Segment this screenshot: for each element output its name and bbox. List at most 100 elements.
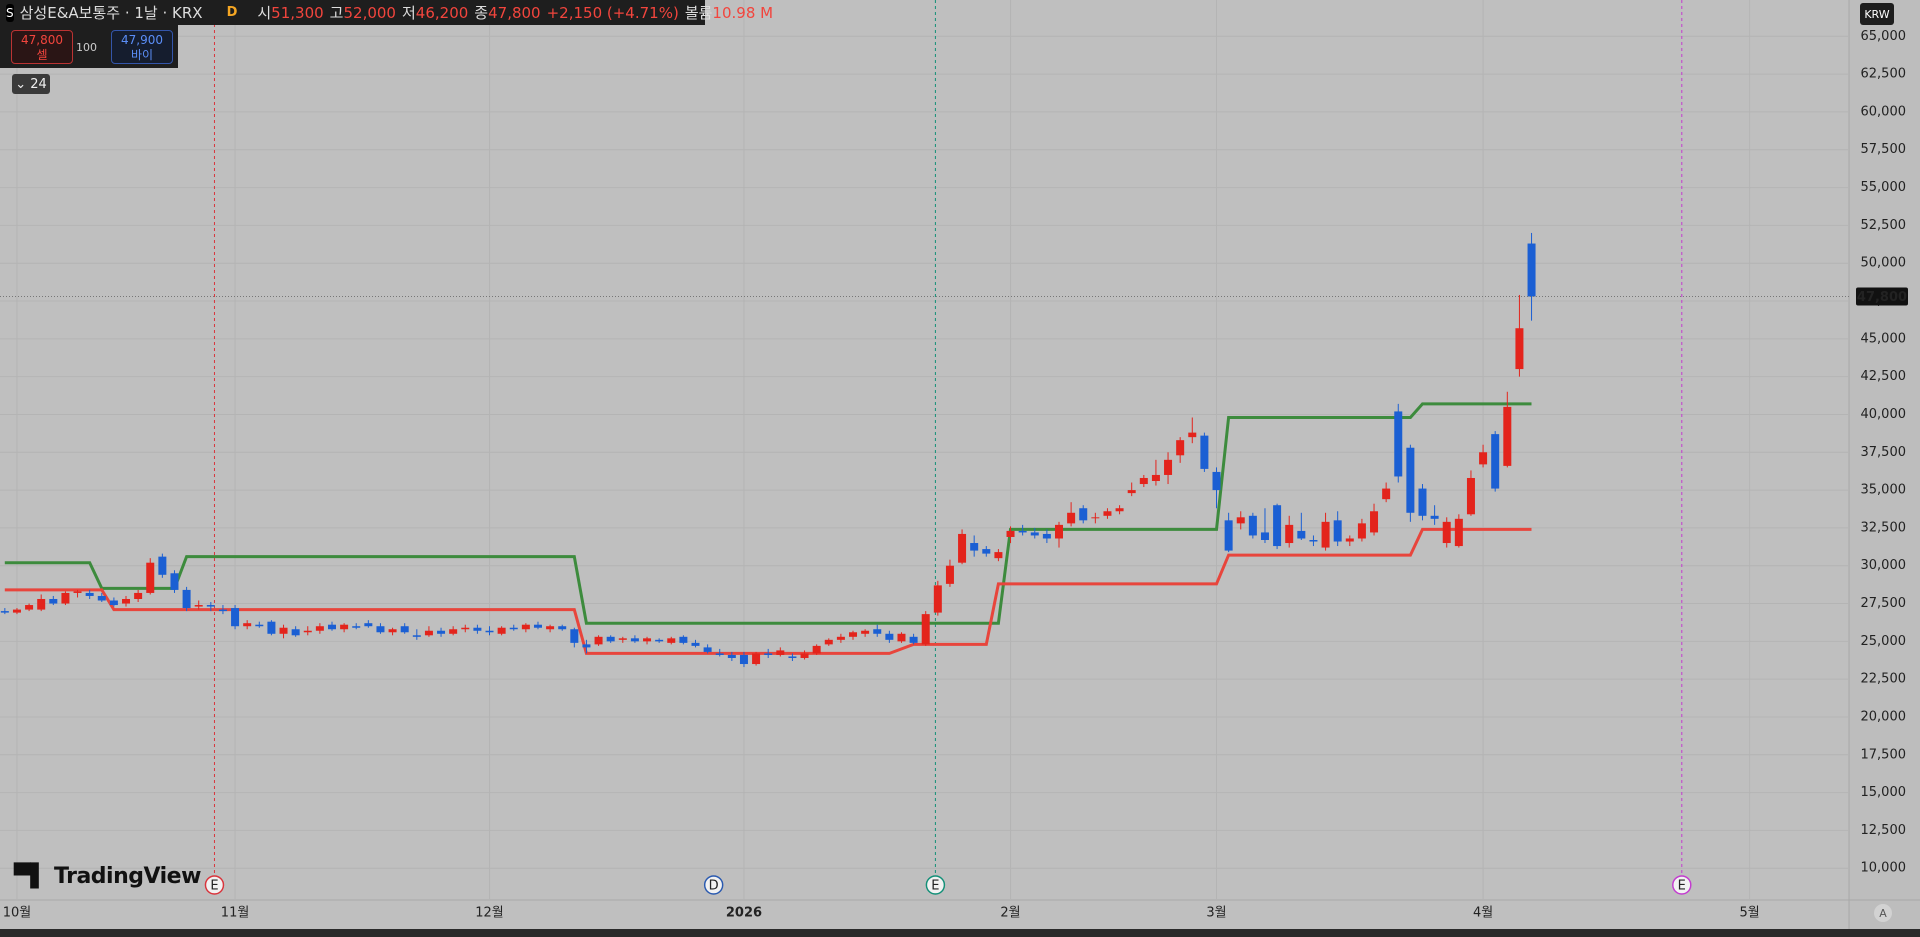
symbol-name[interactable]: 삼성E&A보통주 · 1날 · KRX (19, 4, 203, 22)
sell-button[interactable]: 47,800 셀 (11, 30, 73, 64)
candle-body (1285, 524, 1294, 544)
candle-body (533, 624, 542, 628)
candle-body (497, 627, 506, 634)
candle-body (194, 605, 203, 607)
candle-body (655, 639, 664, 642)
x-tick-label: 3월 (1206, 906, 1226, 921)
candle-body (1188, 432, 1197, 438)
quantity[interactable]: 100 (76, 41, 97, 54)
ohlc-label: 시 (257, 4, 272, 22)
y-tick-label: 17,500 (1861, 747, 1907, 762)
candle-body (800, 653, 809, 658)
candle-body (61, 592, 70, 604)
sell-label: 셀 (36, 48, 48, 62)
y-tick-label: 32,500 (1861, 520, 1907, 535)
price-change: +2,150 (+4.71%) (546, 3, 679, 22)
candle-body (630, 638, 639, 642)
candle-body (424, 630, 433, 636)
candle-body (0, 611, 9, 613)
event-label: D (709, 879, 719, 894)
candle-body (255, 624, 264, 627)
candle-body (1091, 517, 1100, 519)
candle-body (1309, 540, 1318, 542)
candle-body (667, 638, 676, 643)
y-tick-label: 10,000 (1861, 861, 1907, 876)
candle-body (1151, 474, 1160, 482)
buy-button[interactable]: 47,900 바이 (111, 30, 173, 64)
candle-body (158, 556, 167, 575)
candle-body (582, 644, 591, 648)
x-tick-label: 2026 (726, 906, 762, 921)
candle-body (885, 633, 894, 640)
ohlc-value: 47,800 (488, 4, 541, 22)
candle-body (73, 591, 82, 593)
x-tick-label: 10월 (3, 906, 32, 921)
candle-body (836, 636, 845, 640)
candle-body (812, 645, 821, 654)
candle-body (1006, 530, 1015, 537)
symbol-header: S 삼성E&A보통주 · 1날 · KRX D 시51,300 고52,000 … (0, 0, 773, 25)
candle-body (243, 623, 252, 627)
volume-value: 10.98 M (712, 4, 774, 22)
candle-body (788, 656, 797, 658)
candle-body (1442, 521, 1451, 544)
candle-body (897, 633, 906, 642)
candle-body (1054, 524, 1063, 539)
candle-body (206, 605, 215, 607)
candle-body (1103, 511, 1112, 516)
candle-body (1127, 490, 1136, 494)
volume: 볼륨10.98 M (685, 2, 773, 23)
candle-body (182, 589, 191, 609)
auto-scale-button[interactable]: A (1874, 904, 1892, 922)
y-tick-label: 60,000 (1861, 104, 1907, 119)
candle-body (546, 626, 555, 630)
candle-body (776, 650, 785, 655)
candle-body (679, 636, 688, 643)
ohlc-value: 46,200 (415, 4, 469, 22)
event-label: E (210, 879, 218, 894)
candle-body (400, 626, 409, 633)
buy-label: 바이 (130, 48, 154, 62)
ohlc-label: 저 (401, 4, 416, 22)
candle-body (364, 623, 373, 627)
candle-body (909, 636, 918, 643)
y-tick-label: 22,500 (1861, 672, 1907, 687)
indicators-toggle[interactable]: ⌄ 24 (12, 74, 50, 94)
candle-body (1479, 452, 1488, 465)
event-marker (1672, 875, 1692, 895)
candle-body (606, 636, 615, 642)
candle-body (461, 627, 470, 630)
candle-body (1236, 517, 1245, 524)
candle-body (1406, 447, 1415, 513)
y-tick-label: 37,500 (1861, 445, 1907, 460)
brand-name: TradingView (54, 864, 201, 889)
candle-body (1430, 515, 1439, 519)
ohlc-label: 종 (474, 4, 489, 22)
x-tick-label: 5월 (1740, 906, 1760, 921)
candle-body (1454, 518, 1463, 547)
candle-body (473, 627, 482, 631)
trade-panel: 47,800 셀 100 47,900 바이 (0, 25, 178, 68)
candle-body (1212, 471, 1221, 491)
currency-button[interactable]: KRW (1860, 3, 1894, 25)
candle-body (1515, 328, 1524, 370)
brand-logo[interactable]: ▀▌ TradingView (14, 864, 201, 889)
candle-body (85, 592, 94, 596)
x-tick-label: 4월 (1473, 906, 1493, 921)
candle-body (643, 638, 652, 642)
candle-body (37, 598, 46, 610)
candle-body (970, 543, 979, 551)
x-tick-label: 11월 (221, 906, 250, 921)
y-tick-label: 45,000 (1861, 331, 1907, 346)
ohlc-low: 저46,200 (402, 2, 468, 23)
candle-body (727, 654, 736, 658)
candle-body (1115, 508, 1124, 512)
interval-flag: D (226, 5, 238, 20)
price-axis-bg (1849, 0, 1920, 929)
candle-body (994, 552, 1003, 559)
y-tick-label: 52,500 (1861, 218, 1907, 233)
candle-body (1466, 477, 1475, 515)
candle-body (1248, 515, 1257, 536)
